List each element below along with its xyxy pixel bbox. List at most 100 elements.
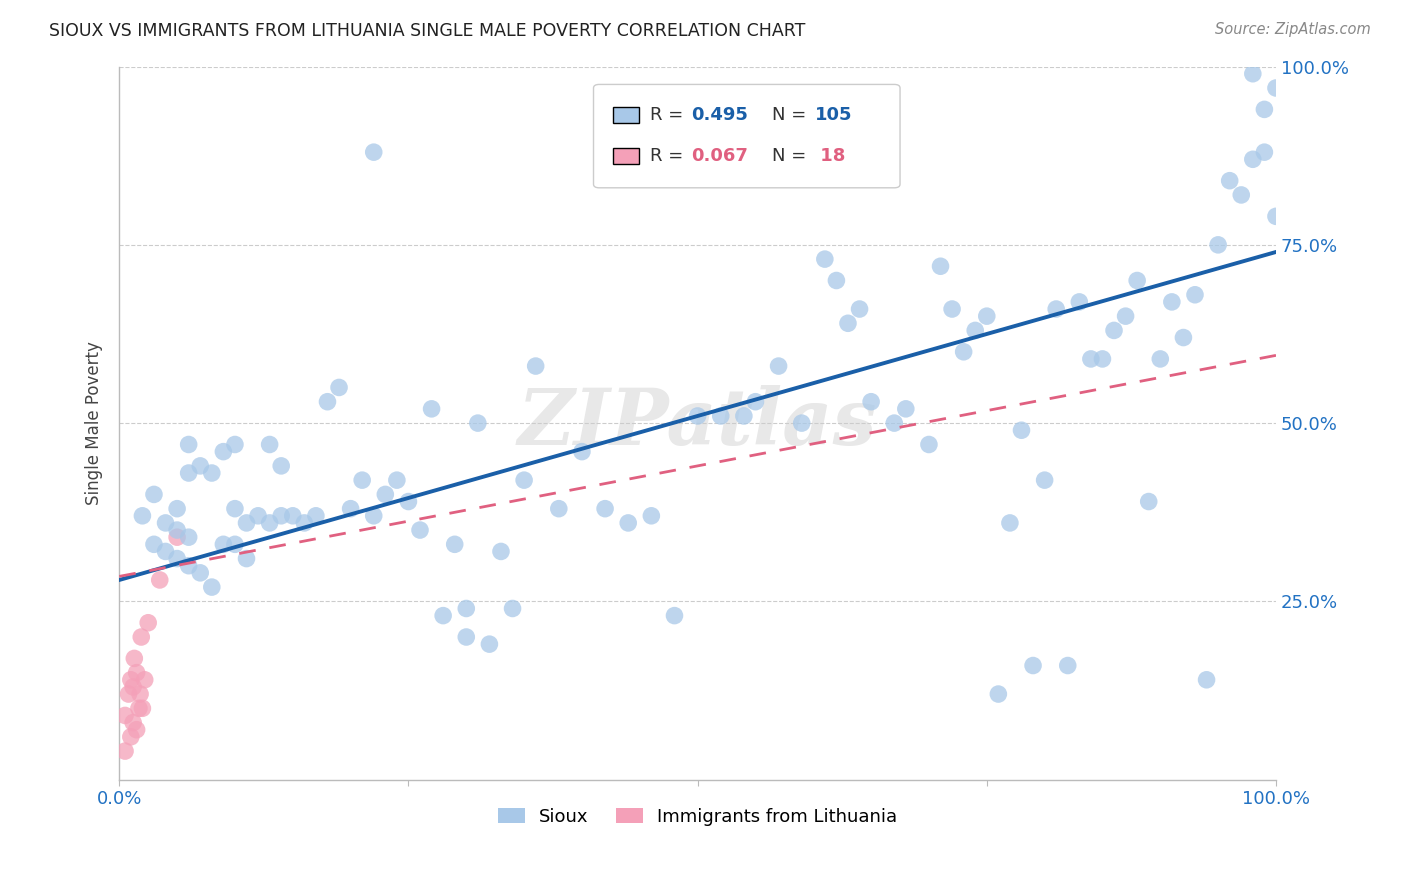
Point: [478, 637, 501, 651]
Point: [177, 530, 200, 544]
Point: [1241, 67, 1264, 81]
Point: [120, 673, 142, 687]
Point: [432, 608, 454, 623]
Text: N =: N =: [772, 106, 811, 124]
Point: [339, 501, 361, 516]
Point: [593, 501, 616, 516]
Point: [894, 401, 917, 416]
Point: [1102, 323, 1125, 337]
Point: [617, 516, 640, 530]
Point: [456, 630, 478, 644]
Point: [177, 437, 200, 451]
Point: [328, 380, 350, 394]
Point: [131, 701, 153, 715]
Point: [149, 573, 172, 587]
Point: [1080, 351, 1102, 366]
Point: [136, 615, 159, 630]
Point: [128, 701, 150, 715]
Point: [790, 416, 813, 430]
Point: [1126, 273, 1149, 287]
Point: [305, 508, 328, 523]
Point: [1173, 330, 1195, 344]
Point: [188, 566, 211, 580]
Point: [1265, 210, 1288, 224]
Point: [131, 508, 153, 523]
Point: [1206, 237, 1229, 252]
Point: [409, 523, 432, 537]
Text: ZIPatlas: ZIPatlas: [517, 384, 877, 461]
FancyBboxPatch shape: [613, 148, 638, 163]
Point: [860, 394, 883, 409]
Point: [825, 273, 848, 287]
Point: [489, 544, 512, 558]
Point: [1137, 494, 1160, 508]
Point: [134, 673, 156, 687]
Point: [1265, 81, 1288, 95]
Point: [1056, 658, 1078, 673]
Point: [114, 708, 136, 723]
Text: 0.495: 0.495: [690, 106, 748, 124]
Point: [1069, 294, 1091, 309]
Point: [768, 359, 790, 373]
Point: [224, 501, 246, 516]
Point: [374, 487, 396, 501]
Point: [1253, 103, 1275, 117]
Point: [143, 487, 166, 501]
Point: [733, 409, 755, 423]
Point: [385, 473, 408, 487]
Point: [247, 508, 270, 523]
Point: [177, 466, 200, 480]
Point: [420, 401, 443, 416]
Point: [929, 259, 952, 273]
Point: [456, 601, 478, 615]
Point: [640, 508, 662, 523]
Point: [814, 252, 837, 266]
Point: [352, 473, 374, 487]
Point: [259, 516, 281, 530]
Point: [201, 580, 224, 594]
Point: [316, 394, 339, 409]
Point: [281, 508, 304, 523]
Point: [1115, 309, 1137, 323]
Point: [987, 687, 1010, 701]
Point: [235, 516, 257, 530]
Point: [224, 537, 246, 551]
Point: [114, 744, 136, 758]
Point: [398, 494, 420, 508]
Point: [443, 537, 465, 551]
Point: [188, 458, 211, 473]
Point: [117, 687, 139, 701]
Point: [467, 416, 489, 430]
Point: [129, 687, 152, 701]
Text: 0.067: 0.067: [690, 146, 748, 165]
Point: [224, 437, 246, 451]
Point: [235, 551, 257, 566]
Point: [976, 309, 998, 323]
Point: [166, 501, 188, 516]
Point: [1033, 473, 1056, 487]
Point: [155, 544, 177, 558]
Point: [166, 530, 188, 544]
Point: [1011, 423, 1033, 437]
Point: [547, 501, 569, 516]
Point: [201, 466, 224, 480]
Text: N =: N =: [772, 146, 811, 165]
Point: [1195, 673, 1218, 687]
Point: [143, 537, 166, 551]
FancyBboxPatch shape: [593, 85, 900, 188]
Point: [129, 630, 152, 644]
Text: Source: ZipAtlas.com: Source: ZipAtlas.com: [1215, 22, 1371, 37]
Point: [1160, 294, 1182, 309]
Point: [1184, 287, 1206, 301]
Legend: Sioux, Immigrants from Lithuania: Sioux, Immigrants from Lithuania: [489, 798, 907, 835]
Point: [848, 301, 870, 316]
Point: [1091, 351, 1114, 366]
Y-axis label: Single Male Poverty: Single Male Poverty: [86, 341, 103, 505]
Point: [122, 715, 145, 730]
Point: [1253, 145, 1275, 160]
Point: [177, 558, 200, 573]
Point: [1045, 301, 1067, 316]
Point: [212, 444, 235, 458]
Point: [1022, 658, 1045, 673]
Point: [125, 723, 148, 737]
